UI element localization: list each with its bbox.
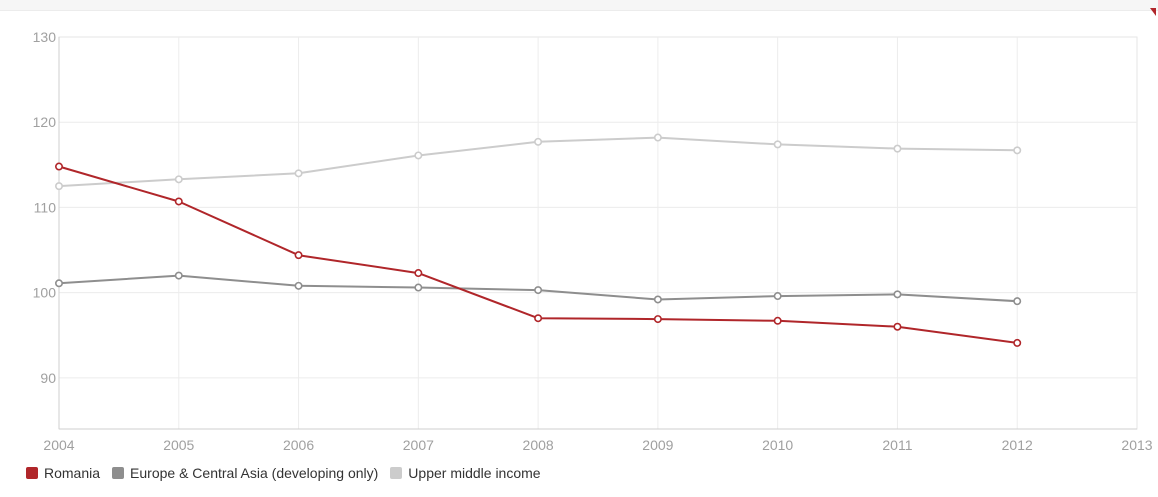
x-tick-label: 2011 (882, 437, 912, 453)
x-tick-label: 2007 (403, 437, 434, 453)
data-point-upper-middle-income (534, 137, 543, 146)
legend-label-upper-middle-income: Upper middle income (408, 465, 541, 481)
x-tick-label: 2009 (642, 437, 673, 453)
data-point-romania (653, 315, 662, 324)
data-point-upper-middle-income (174, 175, 183, 184)
data-point-europe-central-asia-developing-only (174, 271, 183, 280)
legend: Romania Europe & Central Asia (developin… (26, 462, 553, 484)
y-tick-label: 100 (33, 285, 57, 301)
data-point-upper-middle-income (414, 151, 423, 160)
data-point-romania (294, 251, 303, 260)
corner-marker (1150, 8, 1156, 16)
grid (58, 36, 1138, 430)
data-point-europe-central-asia-developing-only (294, 281, 303, 290)
data-point-romania (174, 197, 183, 206)
data-point-europe-central-asia-developing-only (414, 283, 423, 292)
legend-item-europe-central-asia[interactable]: Europe & Central Asia (developing only) (112, 465, 378, 481)
data-point-romania (1013, 338, 1022, 347)
series (54, 133, 1022, 347)
series-upper-middle-income (54, 133, 1022, 191)
data-point-upper-middle-income (893, 144, 902, 153)
legend-label-europe-central-asia: Europe & Central Asia (developing only) (130, 465, 379, 481)
x-tick-label: 2004 (43, 437, 74, 453)
x-tick-label: 2010 (762, 437, 793, 453)
data-point-europe-central-asia-developing-only (534, 286, 543, 295)
line-chart: 2004 2005 2006 2007 2008 2009 2010 2011 2012 2013… (33, 29, 1153, 453)
data-point-europe-central-asia-developing-only (773, 292, 782, 301)
data-point-europe-central-asia-developing-only (1013, 297, 1022, 306)
data-point-upper-middle-income (54, 182, 63, 191)
legend-swatch-europe-central-asia (112, 467, 125, 479)
x-tick-label: 2006 (283, 437, 314, 453)
x-tick-label: 2005 (163, 437, 194, 453)
axes: 2004 2005 2006 2007 2008 2009 2010 2011 2012 2013… (33, 29, 1153, 453)
legend-swatch-upper-middle-income (390, 467, 403, 479)
data-point-europe-central-asia-developing-only (653, 295, 662, 304)
series-europe-central-asia-developing-only (54, 271, 1022, 306)
series-romania (54, 162, 1022, 347)
data-point-romania (54, 162, 63, 171)
data-point-romania (773, 316, 782, 325)
plot-area (58, 36, 1138, 430)
x-tick-label: 2013 (1121, 437, 1152, 453)
y-tick-label: 110 (34, 199, 57, 215)
data-point-upper-middle-income (294, 169, 303, 178)
y-tick-label: 120 (33, 114, 57, 130)
y-tick-label: 90 (40, 370, 56, 386)
legend-label-romania: Romania (44, 465, 101, 481)
data-point-upper-middle-income (773, 140, 782, 149)
data-point-upper-middle-income (653, 133, 662, 142)
y-tick-label: 130 (33, 29, 57, 45)
data-point-europe-central-asia-developing-only (893, 290, 902, 299)
data-point-upper-middle-income (1013, 146, 1022, 155)
data-point-romania (893, 322, 902, 331)
data-point-romania (534, 314, 543, 323)
x-tick-label: 2008 (523, 437, 554, 453)
legend-item-romania[interactable]: Romania (26, 465, 100, 481)
x-tick-label: 2012 (1002, 437, 1033, 453)
data-point-europe-central-asia-developing-only (54, 279, 63, 288)
legend-item-upper-middle-income[interactable]: Upper middle income (390, 465, 541, 481)
legend-swatch-romania (26, 467, 38, 479)
data-point-romania (414, 269, 423, 278)
top-strip (0, 0, 1158, 11)
